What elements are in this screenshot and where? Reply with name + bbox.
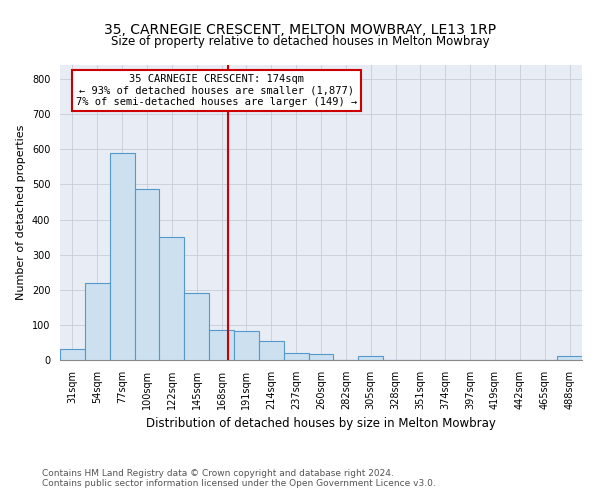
Bar [209, 330, 234, 360]
Bar [358, 356, 383, 360]
Bar [134, 188, 160, 360]
Text: Contains public sector information licensed under the Open Government Licence v3: Contains public sector information licen… [42, 478, 436, 488]
X-axis label: Distribution of detached houses by size in Melton Mowbray: Distribution of detached houses by size … [146, 418, 496, 430]
Text: Contains HM Land Registry data © Crown copyright and database right 2024.: Contains HM Land Registry data © Crown c… [42, 468, 394, 477]
Text: 35 CARNEGIE CRESCENT: 174sqm
← 93% of detached houses are smaller (1,877)
7% of : 35 CARNEGIE CRESCENT: 174sqm ← 93% of de… [76, 74, 357, 107]
Bar [184, 294, 209, 360]
Bar [284, 353, 308, 360]
Text: 35, CARNEGIE CRESCENT, MELTON MOWBRAY, LE13 1RP: 35, CARNEGIE CRESCENT, MELTON MOWBRAY, L… [104, 22, 496, 36]
Bar [60, 349, 85, 360]
Bar [160, 237, 184, 360]
Text: Size of property relative to detached houses in Melton Mowbray: Size of property relative to detached ho… [110, 35, 490, 48]
Bar [85, 282, 110, 360]
Bar [308, 354, 334, 360]
Bar [259, 342, 284, 360]
Bar [557, 356, 582, 360]
Y-axis label: Number of detached properties: Number of detached properties [16, 125, 26, 300]
Bar [234, 331, 259, 360]
Bar [110, 153, 134, 360]
